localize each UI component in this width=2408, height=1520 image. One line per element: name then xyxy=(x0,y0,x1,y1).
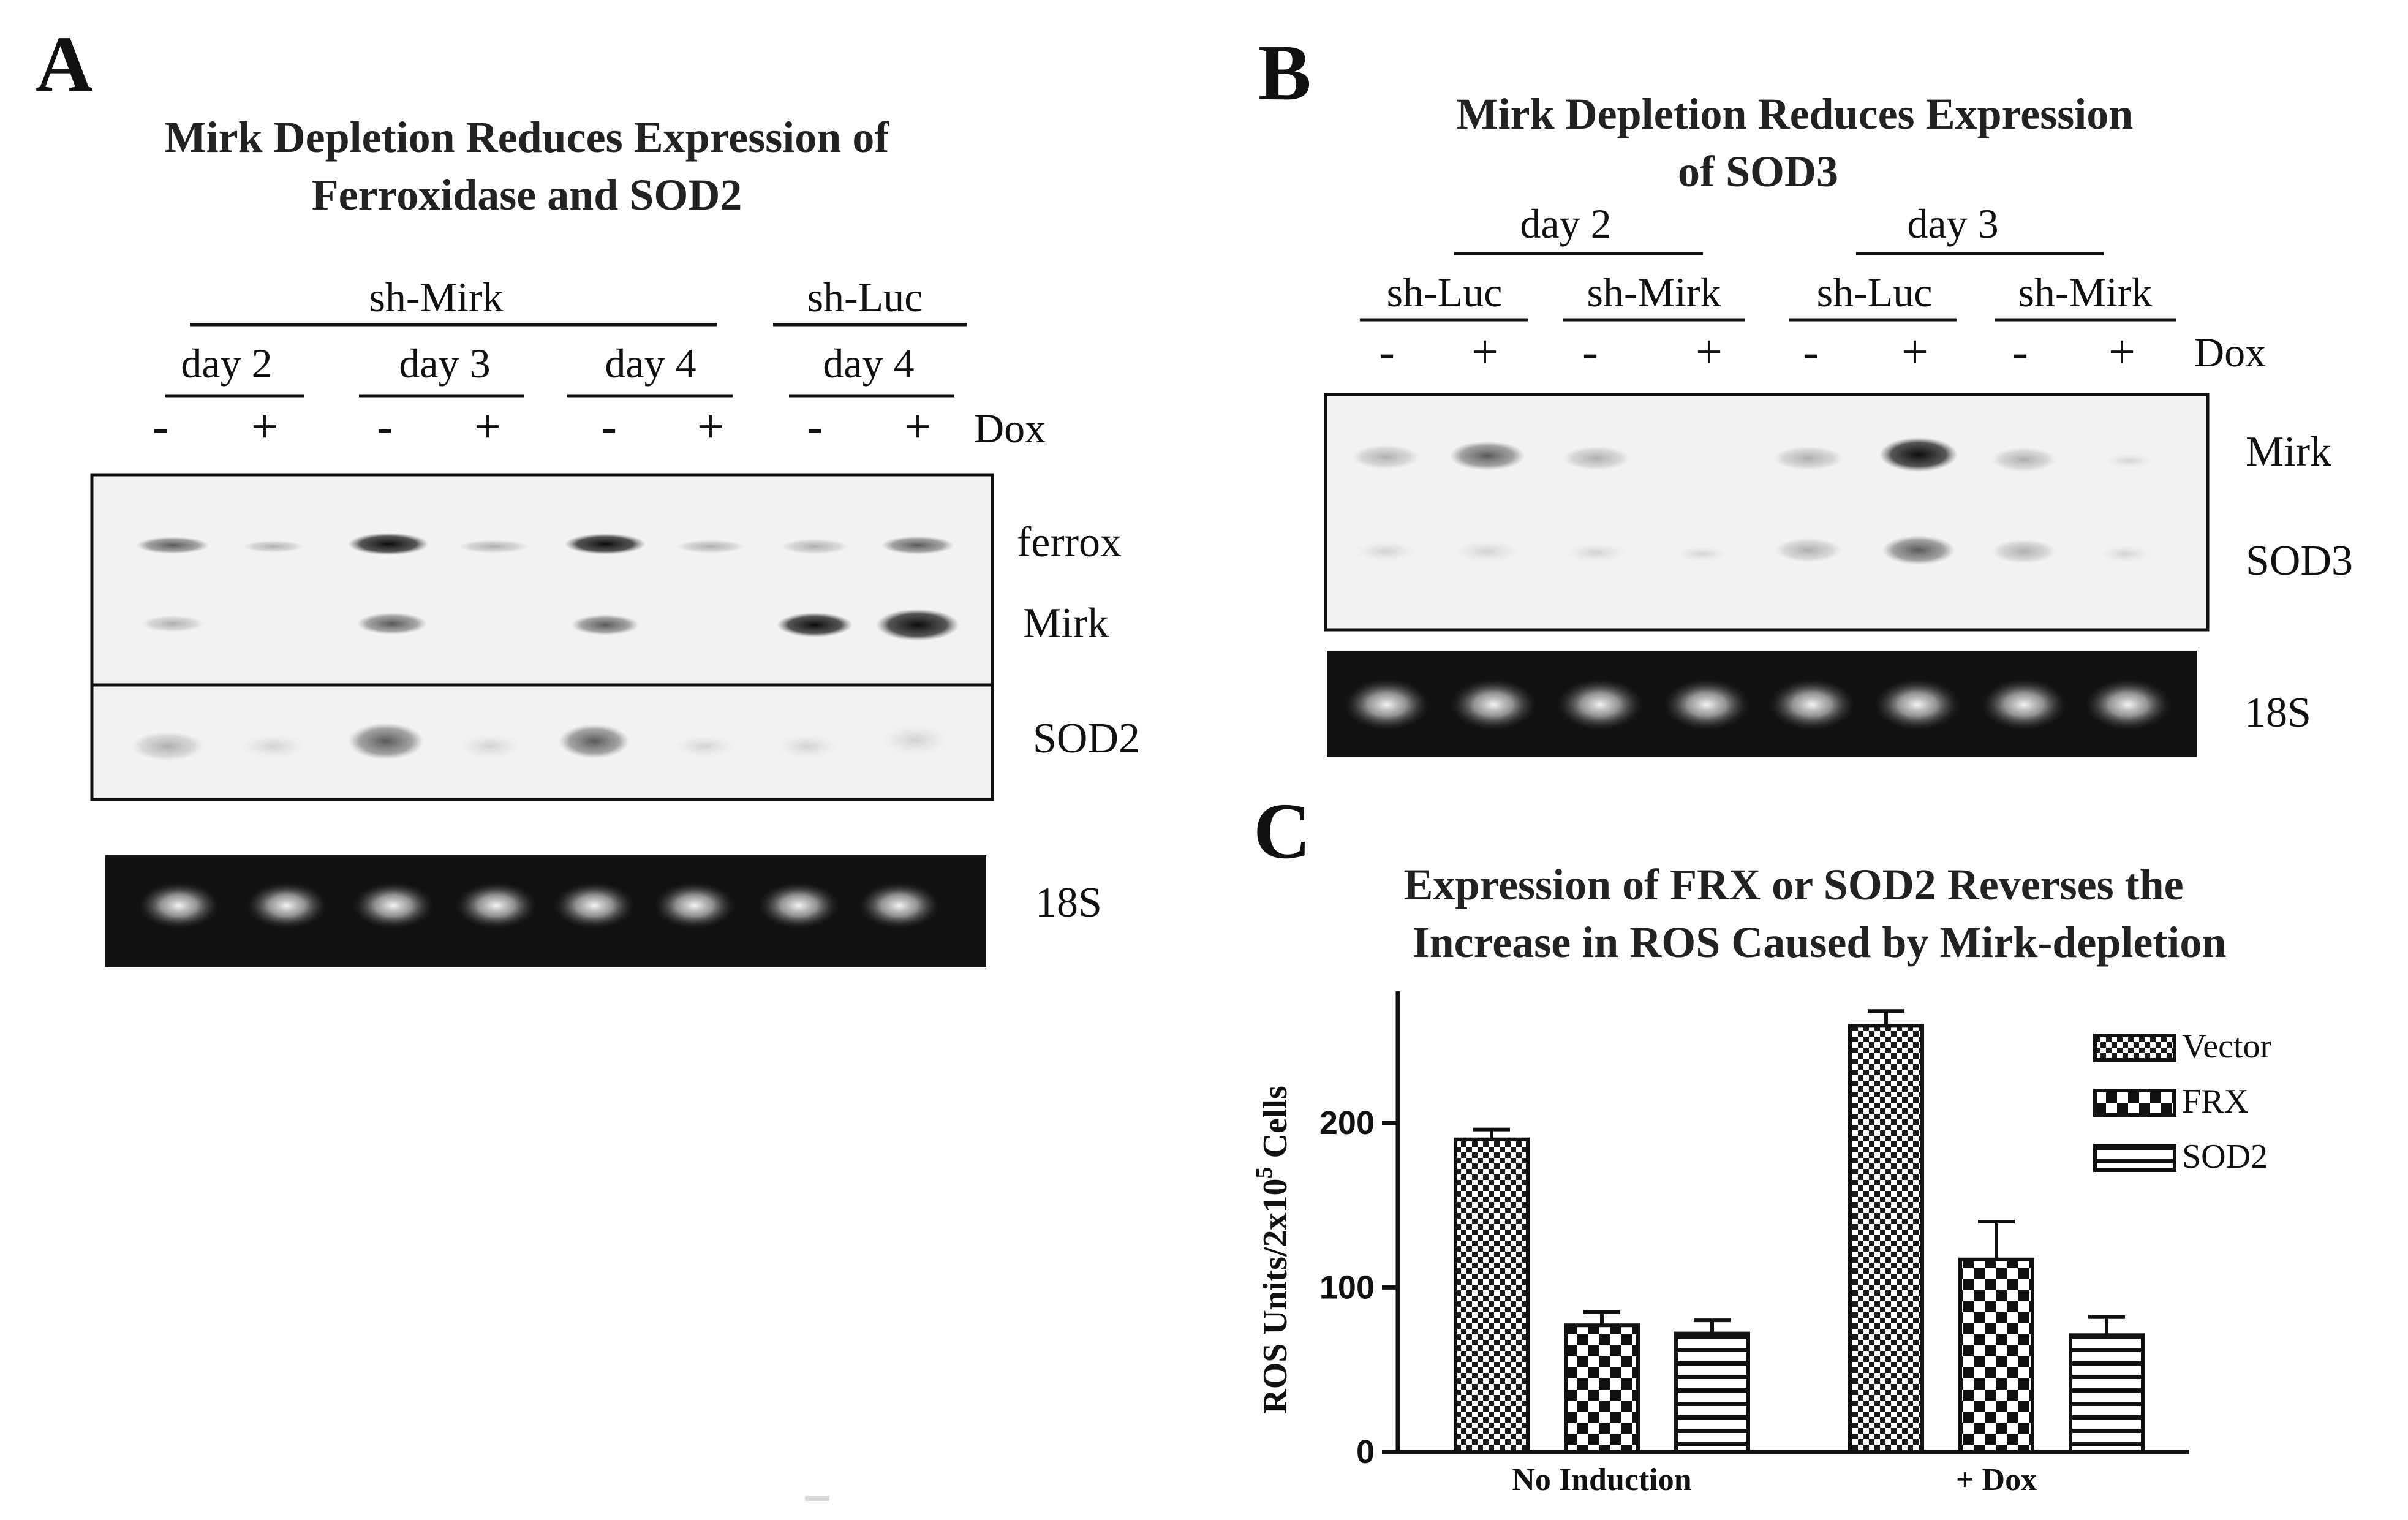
bar-sod2 xyxy=(1674,1331,1750,1454)
panel-b-row-label: SOD3 xyxy=(2246,537,2353,584)
panel-a-dox-sign: - xyxy=(601,399,617,453)
panel-a-dox-sign: + xyxy=(251,399,278,453)
panel-a-dox-label: Dox xyxy=(974,405,1046,452)
panel-b-blot xyxy=(1324,393,2210,632)
panel-a-title-line2: Ferroxidase and SOD2 xyxy=(312,170,742,219)
panel-b-day-label: day 3 xyxy=(1907,200,1998,247)
panel-c-title-line1: Expression of FRX or SOD2 Reverses the xyxy=(1403,860,2183,909)
panel-a-dox-sign: - xyxy=(377,399,393,453)
legend-label-vector: Vector xyxy=(2182,1027,2272,1065)
panel-a-row-label: Mirk xyxy=(1023,600,1109,647)
panel-b-title-line1: Mirk Depletion Reduces Expression xyxy=(1457,89,2134,138)
legend-label-sod2: SOD2 xyxy=(2182,1138,2268,1176)
panel-a-day-label: day 4 xyxy=(823,340,914,387)
legend-swatch-frx xyxy=(2093,1089,2176,1117)
panel-a-dox-sign: + xyxy=(697,399,724,453)
x-category-labels: No Induction + Dox xyxy=(1512,1462,2037,1497)
ros-bar-chart: ROS Units/2x105 Cells 0 100 200 No Inducti… xyxy=(1251,991,2272,1497)
panel-b-row-label: 18S xyxy=(2244,689,2311,736)
x-category-label: + Dox xyxy=(1956,1462,2037,1497)
y-tick-label: 200 xyxy=(1319,1105,1375,1141)
panel-b-dox-label: Dox xyxy=(2194,329,2266,376)
panel-b-row-label: Mirk xyxy=(2246,428,2331,475)
bar-sod2 xyxy=(2069,1333,2145,1454)
panel-a-dox-sign: - xyxy=(807,399,823,453)
panel-b-18s-gel xyxy=(1327,651,2197,757)
panel-b-dox-sign: + xyxy=(2108,325,2135,378)
panel-b-letter: B xyxy=(1258,29,1312,117)
panel-a-day-label: day 2 xyxy=(181,340,272,387)
panel-b-group-label: sh-Luc xyxy=(1387,269,1503,316)
panel-a-title-line1: Mirk Depletion Reduces Expression of xyxy=(165,113,890,162)
panel-b-dox-sign: + xyxy=(1471,325,1498,378)
scan-mark xyxy=(805,1496,829,1501)
y-tick-label: 100 xyxy=(1319,1269,1375,1306)
panel-c-title-line2: Increase in ROS Caused by Mirk-depletion xyxy=(1413,918,2227,967)
panel-c: C Expression of FRX or SOD2 Reverses the… xyxy=(1251,787,2272,1497)
panel-a: A Mirk Depletion Reduces Expression of F… xyxy=(36,20,1140,967)
y-ticks: 0 100 200 xyxy=(1319,1105,1398,1470)
panel-b-title-line2: of SOD3 xyxy=(1678,147,1838,196)
legend-label-frx: FRX xyxy=(2182,1083,2249,1121)
panel-b-group-label: sh-Luc xyxy=(1817,269,1933,316)
panel-b-dox-sign: + xyxy=(1696,325,1723,378)
panel-a-blot xyxy=(90,473,994,801)
panel-a-18s-gel xyxy=(105,855,986,967)
panel-a-dox-sign: + xyxy=(474,399,501,453)
panel-a-row-label: 18S xyxy=(1035,879,1102,926)
bar-vector xyxy=(1454,1137,1530,1454)
panel-a-day-label: day 4 xyxy=(605,340,696,387)
panel-a-day-label: day 3 xyxy=(399,340,490,387)
panel-a-dox-sign: - xyxy=(153,399,168,453)
panel-b-dox-sign: - xyxy=(1582,325,1598,378)
panel-a-row-label: ferrox xyxy=(1017,519,1122,566)
bars xyxy=(1454,1009,2145,1454)
panel-a-group-sh-mirk: sh-Mirk xyxy=(369,274,503,320)
panel-a-row-label: SOD2 xyxy=(1033,715,1140,762)
panel-b-dox-sign: + xyxy=(1901,325,1928,378)
panel-b: B Mirk Depletion Reduces Expression of S… xyxy=(1258,29,2353,757)
legend-swatch-sod2 xyxy=(2093,1144,2176,1172)
panel-b-dox-sign: - xyxy=(2012,325,2028,378)
panel-a-dox-sign: + xyxy=(904,399,931,453)
panel-b-day-label: day 2 xyxy=(1520,200,1611,247)
y-tick-label: 0 xyxy=(1356,1434,1375,1470)
panel-a-group-sh-luc: sh-Luc xyxy=(807,274,923,320)
bar-frx xyxy=(1564,1323,1640,1454)
panel-b-dox-sign: - xyxy=(1379,325,1395,378)
x-category-label: No Induction xyxy=(1512,1462,1691,1497)
bar-frx xyxy=(1958,1257,2034,1454)
panel-b-dox-sign: - xyxy=(1803,325,1819,378)
y-axis-label: ROS Units/2x105 Cells xyxy=(1251,1086,1294,1414)
panel-a-letter: A xyxy=(36,20,93,108)
panel-b-group-label: sh-Mirk xyxy=(1587,269,1721,316)
bar-vector xyxy=(1848,1024,1924,1454)
panel-c-letter: C xyxy=(1253,787,1311,875)
legend-swatch-vector xyxy=(2093,1034,2176,1062)
legend: Vector FRX SOD2 xyxy=(2093,1027,2272,1176)
panel-b-group-label: sh-Mirk xyxy=(2018,269,2152,316)
